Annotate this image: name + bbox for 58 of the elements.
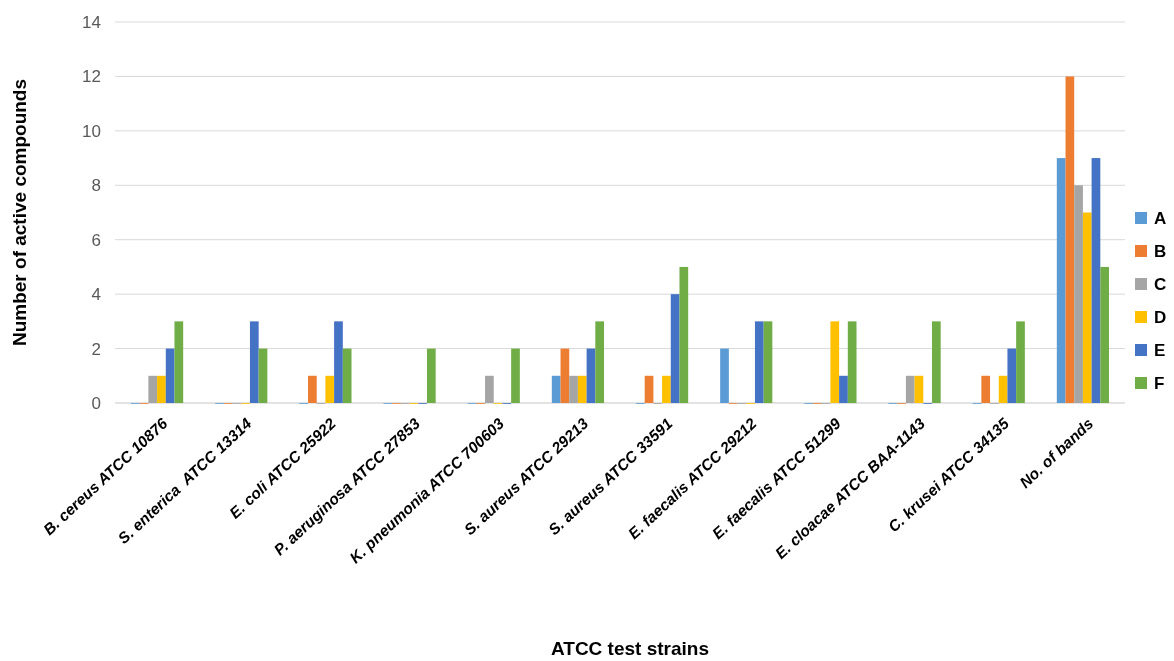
y-axis-title: Number of active compounds	[9, 78, 30, 347]
y-tick-label: 2	[91, 339, 101, 359]
bar	[981, 375, 991, 403]
bar	[560, 348, 570, 403]
bar	[662, 375, 671, 403]
bar	[839, 375, 848, 403]
bar	[595, 321, 605, 403]
bar	[551, 375, 561, 403]
y-tick-label: 8	[91, 176, 101, 196]
bar	[720, 348, 729, 403]
bar	[679, 266, 689, 403]
bar	[754, 321, 764, 403]
bar	[157, 375, 166, 403]
bar	[1016, 321, 1025, 403]
y-tick-label: 12	[82, 67, 101, 87]
bar	[1065, 76, 1075, 403]
legend-label: C	[1154, 274, 1167, 294]
legend-label: A	[1154, 208, 1167, 228]
bar	[165, 348, 175, 403]
bar	[308, 375, 317, 403]
bar	[426, 348, 436, 403]
bar	[258, 348, 268, 403]
bar	[905, 375, 915, 403]
y-tick-label: 6	[91, 230, 101, 250]
bar	[249, 321, 259, 403]
x-axis-title: ATCC test strains	[550, 638, 710, 659]
bar	[586, 348, 596, 403]
y-tick-label: 14	[82, 12, 101, 32]
legend-label: F	[1154, 373, 1165, 393]
bar	[1091, 158, 1101, 403]
legend-label: E	[1154, 340, 1166, 360]
bar	[1007, 348, 1017, 403]
legend-label: B	[1154, 241, 1167, 261]
y-tick-label: 0	[91, 393, 101, 413]
bar	[931, 321, 941, 403]
y-tick-label: 4	[91, 285, 101, 305]
bar	[763, 321, 773, 403]
y-tick-label: 10	[82, 121, 101, 141]
bar	[334, 321, 343, 403]
bar	[1074, 185, 1083, 403]
bar	[577, 375, 587, 403]
bar	[325, 375, 335, 403]
bar	[644, 375, 654, 403]
bar	[342, 348, 352, 403]
bar	[174, 321, 184, 403]
legend-label: D	[1154, 307, 1167, 327]
bar	[1100, 266, 1110, 403]
bar	[1082, 212, 1092, 403]
bar	[670, 294, 680, 403]
bar	[511, 348, 520, 403]
bar	[569, 375, 578, 403]
bar	[148, 375, 158, 403]
bar	[1056, 158, 1066, 403]
bar	[830, 321, 840, 403]
bar	[485, 375, 494, 403]
bar	[998, 375, 1008, 403]
bar	[914, 375, 924, 403]
bar	[847, 321, 857, 403]
